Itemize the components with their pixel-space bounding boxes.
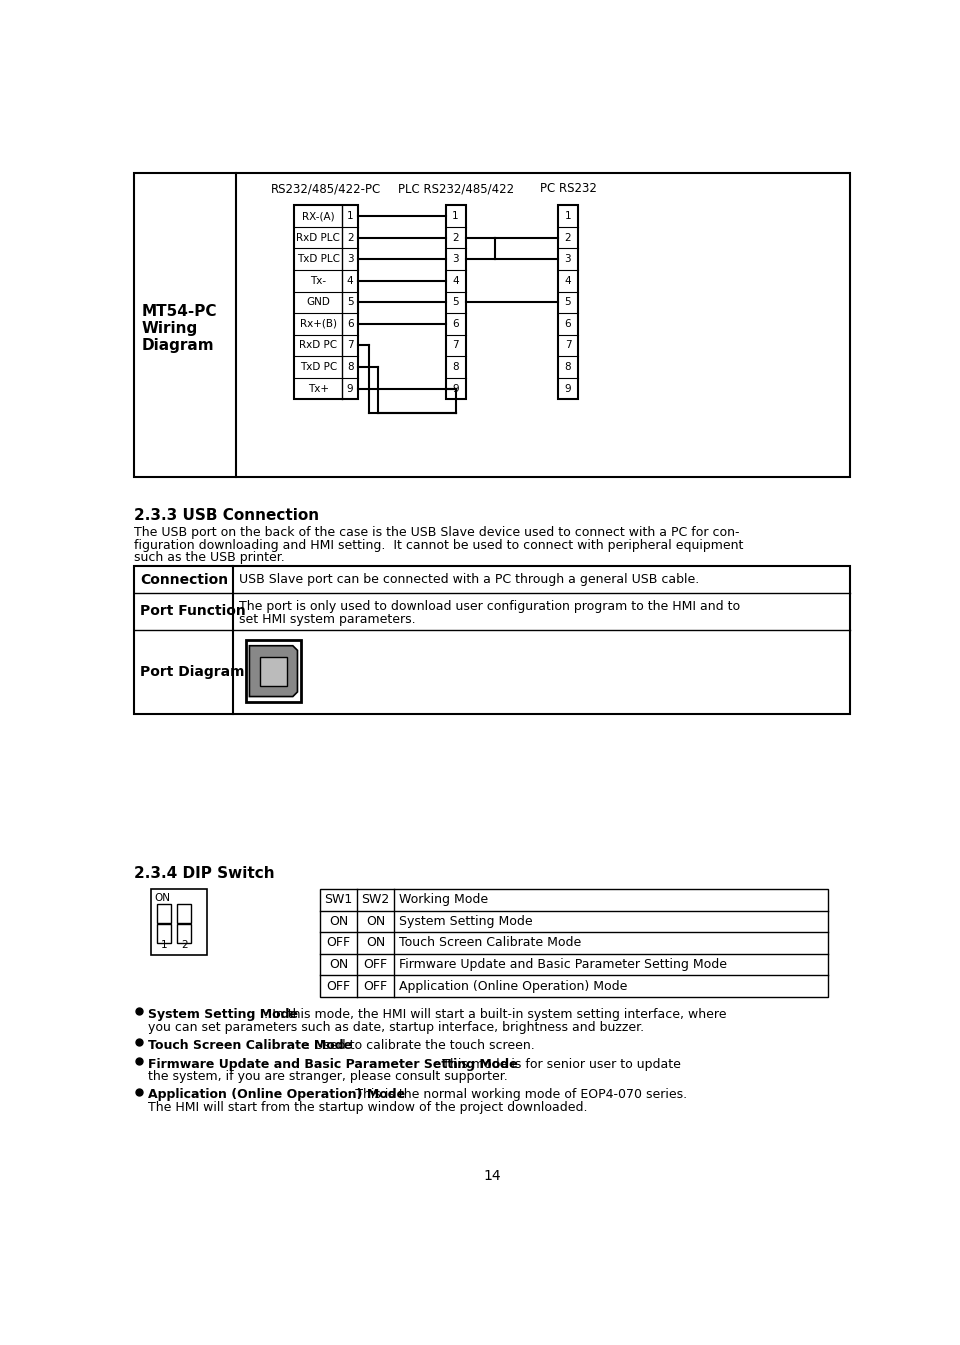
Bar (157, 924, 171, 943)
Text: 6: 6 (452, 319, 459, 330)
Text: 2.3.3 USB Connection: 2.3.3 USB Connection (134, 508, 319, 523)
Text: RxD PC: RxD PC (300, 340, 338, 351)
Bar (260, 656, 287, 686)
Text: Application (Online Operation) Mode: Application (Online Operation) Mode (148, 1088, 405, 1102)
Text: 4: 4 (564, 276, 571, 285)
Text: Wiring: Wiring (142, 320, 198, 336)
Text: 3: 3 (347, 254, 353, 264)
Text: RxD PLC: RxD PLC (297, 233, 341, 242)
Text: MT54-PC: MT54-PC (142, 304, 217, 319)
Text: 2.3.4 DIP Switch: 2.3.4 DIP Switch (134, 866, 275, 881)
Text: ON: ON (329, 958, 348, 971)
Text: 2: 2 (181, 940, 187, 950)
Bar (134, 174, 850, 477)
Text: System Setting Mode: System Setting Mode (148, 1009, 298, 1021)
Bar (295, 206, 358, 399)
Text: OFF: OFF (326, 979, 350, 993)
Text: 3: 3 (452, 254, 459, 264)
Text: 2: 2 (564, 233, 571, 242)
Text: set HMI system parameters.: set HMI system parameters. (239, 612, 416, 625)
Text: 14: 14 (483, 1169, 501, 1184)
Text: PLC RS232/485/422: PLC RS232/485/422 (397, 182, 514, 195)
Text: USB Slave port can be connected with a PC through a general USB cable.: USB Slave port can be connected with a P… (239, 573, 700, 586)
Text: 7: 7 (564, 340, 571, 351)
Bar (445, 206, 466, 399)
Text: Touch Screen Calibrate Mode: Touch Screen Calibrate Mode (399, 936, 581, 950)
Text: PC RS232: PC RS232 (540, 182, 596, 195)
Text: 8: 8 (347, 362, 353, 373)
Text: 8: 8 (452, 362, 459, 373)
Text: : This mode is for senior user to update: : This mode is for senior user to update (434, 1057, 682, 1071)
Text: OFF: OFF (364, 979, 388, 993)
Text: GND: GND (306, 297, 330, 307)
Text: : This is the normal working mode of EOP4-070 series.: : This is the normal working mode of EOP… (348, 1088, 687, 1102)
Bar (151, 889, 206, 955)
Text: 1: 1 (347, 211, 353, 221)
Polygon shape (250, 646, 298, 697)
Text: ON: ON (366, 936, 385, 950)
Text: Working Mode: Working Mode (399, 893, 488, 907)
Text: 5: 5 (347, 297, 353, 307)
Text: such as the USB printer.: such as the USB printer. (134, 551, 285, 564)
Text: Connection: Connection (140, 573, 228, 586)
Bar (320, 889, 828, 997)
Text: Firmware Update and Basic Parameter Setting Mode: Firmware Update and Basic Parameter Sett… (148, 1057, 517, 1071)
Text: 7: 7 (347, 340, 353, 351)
Text: the system, if you are stranger, please consult supporter.: the system, if you are stranger, please … (148, 1071, 508, 1083)
Text: Tx-: Tx- (310, 276, 326, 285)
Text: The HMI will start from the startup window of the project downloaded.: The HMI will start from the startup wind… (148, 1100, 588, 1114)
Text: The port is only used to download user configuration program to the HMI and to: The port is only used to download user c… (239, 600, 740, 613)
Text: : Used to calibrate the touch screen.: : Used to calibrate the touch screen. (306, 1040, 535, 1052)
Text: 9: 9 (452, 383, 459, 394)
Bar (558, 206, 578, 399)
Text: 7: 7 (452, 340, 459, 351)
Text: OFF: OFF (364, 958, 388, 971)
Text: 5: 5 (452, 297, 459, 307)
Text: OFF: OFF (326, 936, 350, 950)
Text: 1: 1 (452, 211, 459, 221)
Text: ON: ON (155, 893, 170, 902)
Text: TxD PLC: TxD PLC (297, 254, 340, 264)
Text: Firmware Update and Basic Parameter Setting Mode: Firmware Update and Basic Parameter Sett… (399, 958, 727, 971)
Text: SW1: SW1 (324, 893, 352, 907)
Text: TxD PC: TxD PC (300, 362, 337, 373)
Text: Tx+: Tx+ (308, 383, 329, 394)
Bar (178, 904, 191, 923)
Text: 4: 4 (452, 276, 459, 285)
Bar (134, 566, 850, 714)
Text: 9: 9 (347, 383, 353, 394)
Text: Application (Online Operation) Mode: Application (Online Operation) Mode (399, 979, 628, 993)
Text: The USB port on the back of the case is the USB Slave device used to connect wit: The USB port on the back of the case is … (134, 526, 739, 539)
Text: you can set parameters such as date, startup interface, brightness and buzzer.: you can set parameters such as date, sta… (148, 1021, 644, 1034)
Text: figuration downloading and HMI setting.  It cannot be used to connect with perip: figuration downloading and HMI setting. … (134, 539, 743, 551)
Text: RX-(A): RX-(A) (302, 211, 335, 221)
Text: : In this mode, the HMI will start a built-in system setting interface, where: : In this mode, the HMI will start a bui… (264, 1009, 727, 1021)
Text: 3: 3 (564, 254, 571, 264)
Text: System Setting Mode: System Setting Mode (399, 915, 533, 928)
Text: Diagram: Diagram (142, 338, 214, 352)
Text: SW2: SW2 (362, 893, 390, 907)
Text: ON: ON (366, 915, 385, 928)
Text: 1: 1 (161, 940, 167, 950)
Text: 2: 2 (347, 233, 353, 242)
Text: 6: 6 (347, 319, 353, 330)
Bar (157, 904, 171, 923)
Text: Rx+(B): Rx+(B) (300, 319, 337, 330)
Text: Touch Screen Calibrate Mode: Touch Screen Calibrate Mode (148, 1040, 352, 1052)
Text: 9: 9 (564, 383, 571, 394)
Text: 4: 4 (347, 276, 353, 285)
Text: 2: 2 (452, 233, 459, 242)
Text: 5: 5 (564, 297, 571, 307)
Text: Port Function: Port Function (140, 604, 246, 619)
Bar (178, 924, 191, 943)
Text: 1: 1 (564, 211, 571, 221)
Text: Port Diagram: Port Diagram (140, 664, 245, 679)
Text: RS232/485/422-PC: RS232/485/422-PC (271, 182, 381, 195)
Text: ON: ON (329, 915, 348, 928)
Text: 6: 6 (564, 319, 571, 330)
Bar (246, 640, 301, 702)
Text: 8: 8 (564, 362, 571, 373)
